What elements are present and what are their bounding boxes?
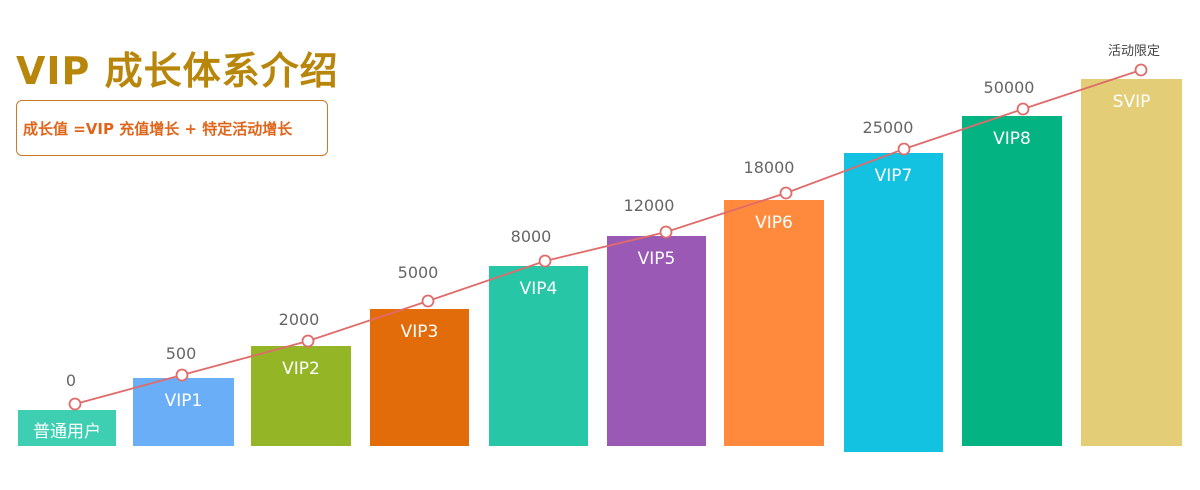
value-label-7: 25000	[863, 118, 914, 137]
bar-vip5	[607, 236, 706, 446]
trend-point-8	[1016, 102, 1030, 116]
trend-point-4	[538, 254, 552, 268]
trend-point-6	[779, 186, 793, 200]
bar-label-vip7: VIP7	[875, 166, 913, 186]
bar-label-vip6: VIP6	[755, 213, 793, 233]
trend-point-7	[897, 142, 911, 156]
bar-vip8	[962, 116, 1062, 446]
value-label-0: 0	[66, 371, 76, 390]
bar-normal-user	[18, 410, 116, 446]
bar-vip4	[489, 266, 588, 446]
bar-label-vip2: VIP2	[282, 359, 320, 379]
trend-point-5	[659, 225, 673, 239]
bar-vip6	[724, 200, 824, 446]
bar-label-vip5: VIP5	[638, 249, 676, 269]
bar-label-normal-user: 普通用户	[33, 422, 101, 442]
growth-formula-text: 成长值 =VIP 充值增长 + 特定活动增长	[23, 119, 293, 138]
bar-label-vip1: VIP1	[165, 391, 203, 411]
value-label-1: 500	[166, 344, 197, 363]
trend-point-1	[175, 368, 189, 382]
value-label-4: 8000	[511, 227, 552, 246]
value-label-6: 18000	[744, 158, 795, 177]
bar-label-svip: SVIP	[1113, 92, 1151, 112]
value-label-2: 2000	[279, 310, 320, 329]
bar-vip2	[251, 346, 351, 446]
trend-point-2	[301, 334, 315, 348]
bar-vip1	[133, 378, 234, 446]
bar-label-vip3: VIP3	[401, 322, 439, 342]
bar-vip3	[370, 309, 469, 446]
growth-formula-box: 成长值 =VIP 充值增长 + 特定活动增长	[16, 100, 328, 156]
bar-vip7	[844, 153, 943, 452]
bar-svip	[1081, 79, 1182, 446]
growth-trend-line	[74, 69, 1142, 405]
bar-label-vip8: VIP8	[993, 129, 1031, 149]
value-label-5: 12000	[624, 196, 675, 215]
bar-label-vip4: VIP4	[520, 279, 558, 299]
value-label-3: 5000	[398, 263, 439, 282]
value-label-8: 50000	[984, 78, 1035, 97]
trend-point-3	[421, 294, 435, 308]
trend-point-9	[1134, 63, 1148, 77]
value-label-svip-note: 活动限定	[1108, 44, 1160, 59]
trend-point-0	[68, 397, 82, 411]
page-title: VIP 成长体系介绍	[16, 49, 339, 93]
